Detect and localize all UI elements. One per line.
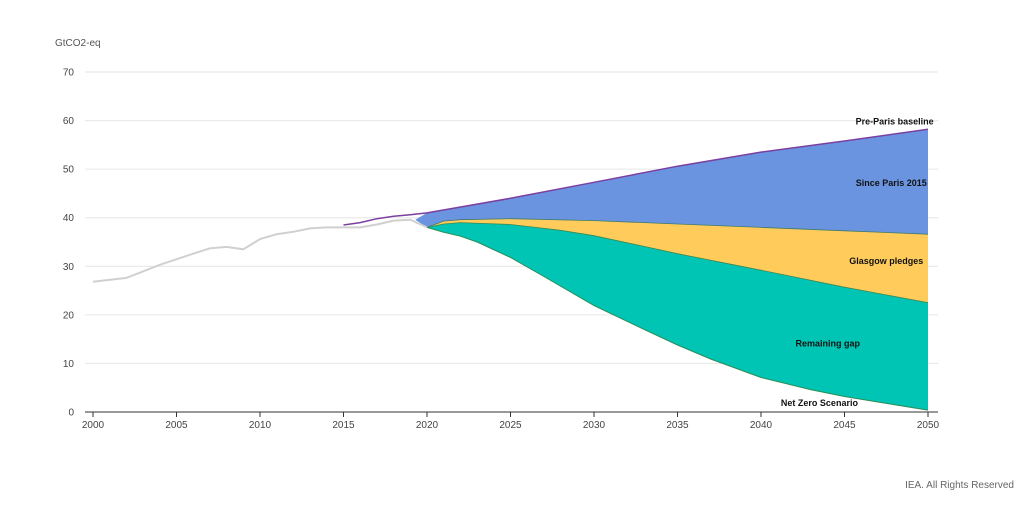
y-tick-label: 70	[63, 68, 75, 79]
annotation-label: Remaining gap	[796, 338, 861, 348]
x-tick-label: 2000	[82, 420, 105, 431]
x-tick-label: 2030	[583, 420, 606, 431]
x-tick-label: 2005	[165, 420, 188, 431]
y-tick-label: 30	[63, 262, 75, 273]
x-tick-label: 2050	[917, 420, 940, 431]
area-glasgow-pledges	[427, 218, 928, 303]
line-net-zero-scenario	[426, 226, 929, 411]
x-tick-label: 2025	[499, 420, 522, 431]
y-tick-label: 10	[63, 359, 75, 370]
line-historical-emissions	[92, 218, 428, 283]
series-lines	[92, 128, 929, 411]
annotation-label: Pre-Paris baseline	[856, 116, 934, 126]
area-since-paris-2015	[415, 129, 928, 235]
y-axis-unit-label: GtCO2-eq	[55, 38, 101, 49]
area-remaining-gap	[427, 222, 928, 411]
x-tick-label: 2015	[332, 420, 355, 431]
annotation-label: Net Zero Scenario	[781, 398, 859, 408]
x-tick-label: 2045	[833, 420, 856, 431]
y-tick-label: 50	[63, 165, 75, 176]
x-tick-label: 2035	[666, 420, 689, 431]
copyright-credit: IEA. All Rights Reserved	[905, 480, 1014, 491]
annotation-label: Since Paris 2015	[856, 178, 927, 188]
area-layers	[415, 129, 928, 411]
y-tick-label: 40	[63, 213, 75, 224]
y-tick-label: 0	[68, 408, 74, 419]
y-tick-label: 20	[63, 310, 75, 321]
line-glasgow-boundary	[426, 222, 929, 304]
series-labels: Pre-Paris baseline Since Paris 2015 Glasgo…	[781, 116, 934, 408]
x-tick-label: 2010	[249, 420, 272, 431]
line-pre-paris-baseline	[343, 128, 929, 226]
x-tick-label: 2020	[416, 420, 439, 431]
y-tick-label: 60	[63, 116, 75, 127]
line-since-paris-boundary	[426, 218, 929, 235]
x-tick-label: 2040	[750, 420, 773, 431]
annotation-label: Glasgow pledges	[849, 256, 923, 266]
